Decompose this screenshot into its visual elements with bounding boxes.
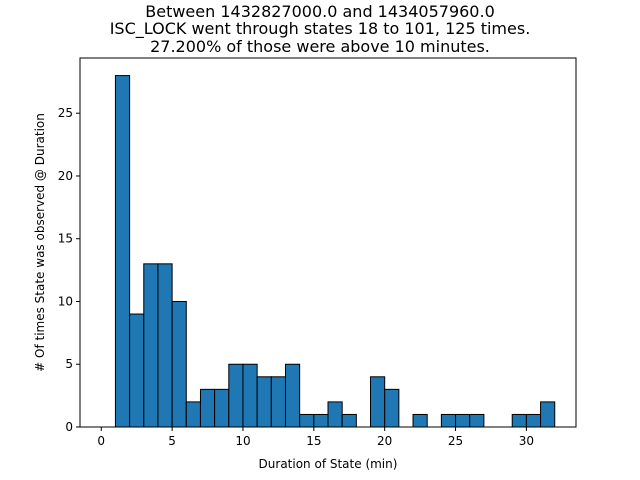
histogram-bar: [185, 401, 201, 428]
histogram-bar: [270, 376, 286, 428]
histogram-bar: [341, 413, 357, 428]
histogram-bar: [199, 388, 216, 428]
y-tick-label: 10: [58, 294, 73, 308]
x-tick-label: 10: [235, 434, 250, 448]
histogram-bar: [469, 413, 485, 428]
histogram-bar: [540, 401, 556, 428]
histogram-bars: [114, 75, 556, 428]
y-tick-label: 20: [58, 169, 73, 183]
x-tick-label: 0: [97, 434, 105, 448]
histogram-bar: [313, 413, 329, 428]
x-axis-ticks: 0 5 10 15 20 25 30: [97, 427, 534, 448]
histogram-bar: [412, 413, 428, 428]
y-axis-ticks: 0 5 10 15 20 25: [58, 106, 80, 434]
histogram-bar: [228, 363, 244, 428]
histogram-bar: [242, 363, 258, 428]
x-tick-label: 30: [519, 434, 534, 448]
histogram-bar: [114, 75, 131, 428]
histogram-bar: [284, 363, 301, 428]
x-tick-label: 20: [377, 434, 392, 448]
histogram-bar: [384, 388, 400, 428]
plot-frame: [79, 57, 577, 428]
histogram-bar: [214, 388, 230, 428]
histogram-bar: [327, 401, 343, 428]
histogram-bar: [525, 413, 542, 428]
histogram-bar: [370, 376, 386, 428]
y-tick-label: 0: [65, 420, 73, 434]
x-axis-label: Duration of State (min): [259, 457, 398, 471]
chart-title: Between 1432827000.0 and 1434057960.0 IS…: [110, 2, 531, 56]
histogram-bar: [143, 263, 159, 428]
y-tick-label: 15: [58, 232, 73, 246]
histogram-bar: [129, 313, 145, 428]
y-tick-label: 25: [58, 106, 73, 120]
histogram-bar: [299, 413, 315, 428]
histogram-bar: [440, 413, 457, 428]
histogram-bar: [157, 263, 173, 428]
title-line-3: 27.200% of those were above 10 minutes.: [150, 37, 490, 56]
title-line-1: Between 1432827000.0 and 1434057960.0: [145, 2, 495, 21]
histogram-bar: [256, 376, 272, 428]
y-axis-label: # Of times State was observed @ Duration: [33, 113, 47, 372]
histogram-bar: [511, 413, 527, 428]
title-line-2: ISC_LOCK went through states 18 to 101, …: [110, 19, 531, 39]
x-tick-label: 15: [306, 434, 321, 448]
histogram-bar: [171, 300, 187, 428]
y-tick-label: 5: [65, 357, 73, 371]
histogram-bar: [455, 413, 471, 428]
x-tick-label: 25: [448, 434, 463, 448]
x-tick-label: 5: [168, 434, 176, 448]
